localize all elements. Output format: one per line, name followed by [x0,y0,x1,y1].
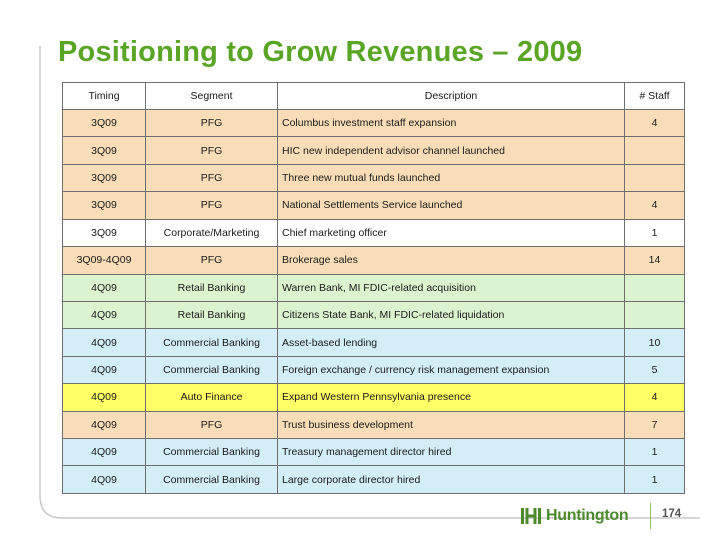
description-cell: Expand Western Pennsylvania presence [277,383,625,412]
table-body: 3Q09 PFG Columbus investment staff expansi… [62,108,685,494]
timing-cell: 4Q09 [62,465,146,494]
description-cell: Treasury management director hired [277,438,625,467]
description-cell: Large corporate director hired [277,465,625,494]
header-staff: # Staff [624,82,685,110]
description-cell: Columbus investment staff expansion [277,108,625,138]
segment-cell: Auto Finance [145,383,278,412]
description-cell: Asset-based lending [277,328,625,357]
staff-cell: 1 [624,465,685,494]
table-row: 4Q09 PFG Trust business development 7 [62,410,685,440]
timing-cell: 4Q09 [62,328,146,357]
table-row: 4Q09 Retail Banking Warren Bank, MI FDIC-r… [62,273,685,302]
staff-cell: 7 [624,410,685,440]
page-number: 174 [662,508,682,520]
segment-cell: Commercial Banking [145,465,278,494]
description-cell: Trust business development [277,410,625,440]
description-cell: National Settlements Service launched [277,191,625,220]
timing-cell: 3Q09 [62,136,146,165]
timing-cell: 4Q09 [62,438,146,467]
description-cell: Chief marketing officer [277,218,625,248]
timing-cell: 3Q09 [62,191,146,220]
table-row: 3Q09 PFG Three new mutual funds launched [62,163,685,193]
description-cell: Brokerage sales [277,246,625,275]
initiatives-table: Timing Segment Description # Staff 3Q09 P… [62,82,685,494]
staff-cell: 4 [624,108,685,138]
staff-cell [624,136,685,165]
header-description: Description [277,82,625,110]
description-cell: Foreign exchange / currency risk managem… [277,355,625,385]
staff-cell [624,163,685,193]
table-row: 3Q09 PFG Columbus investment staff expansi… [62,108,685,138]
description-cell: Three new mutual funds launched [277,163,625,193]
staff-cell [624,273,685,302]
timing-cell: 3Q09-4Q09 [62,246,146,275]
timing-cell: 4Q09 [62,410,146,440]
segment-cell: Retail Banking [145,273,278,302]
table-row: 4Q09 Commercial Banking Treasury managemen… [62,438,685,467]
staff-cell: 5 [624,355,685,385]
segment-cell: Commercial Banking [145,355,278,385]
staff-cell: 4 [624,383,685,412]
footer-divider [650,503,651,529]
header-segment: Segment [145,82,278,110]
segment-cell: Retail Banking [145,300,278,330]
segment-cell: Commercial Banking [145,328,278,357]
timing-cell: 3Q09 [62,218,146,248]
staff-cell: 10 [624,328,685,357]
table-row: 3Q09 PFG HIC new independent advisor chann… [62,136,685,165]
segment-cell: PFG [145,191,278,220]
description-cell: HIC new independent advisor channel laun… [277,136,625,165]
table-row: 4Q09 Commercial Banking Large corporate di… [62,465,685,494]
segment-cell: PFG [145,163,278,193]
description-cell: Warren Bank, MI FDIC-related acquisition [277,273,625,302]
staff-cell: 4 [624,191,685,220]
timing-cell: 3Q09 [62,108,146,138]
timing-cell: 4Q09 [62,383,146,412]
table-row: 4Q09 Retail Banking Citizens State Bank, M… [62,300,685,330]
staff-cell [624,300,685,330]
segment-cell: Commercial Banking [145,438,278,467]
timing-cell: 3Q09 [62,163,146,193]
huntington-mark-icon [521,508,541,524]
brand-name: Huntington [546,507,629,524]
segment-cell: PFG [145,136,278,165]
table-row: 4Q09 Auto Finance Expand Western Pennsylva… [62,383,685,412]
table-row: 3Q09-4Q09 PFG Brokerage sales 14 [62,246,685,275]
timing-cell: 4Q09 [62,355,146,385]
segment-cell: PFG [145,246,278,275]
timing-cell: 4Q09 [62,300,146,330]
header-timing: Timing [62,82,146,110]
staff-cell: 1 [624,438,685,467]
staff-cell: 1 [624,218,685,248]
huntington-logo: Huntington [520,503,629,529]
segment-cell: PFG [145,410,278,440]
staff-cell: 14 [624,246,685,275]
timing-cell: 4Q09 [62,273,146,302]
table-row: 3Q09 PFG National Settlements Service laun… [62,191,685,220]
table-row: 3Q09 Corporate/Marketing Chief marketing o… [62,218,685,248]
segment-cell: PFG [145,108,278,138]
table-row: 4Q09 Commercial Banking Asset-based lendin… [62,328,685,357]
table-row: 4Q09 Commercial Banking Foreign exchange /… [62,355,685,385]
slide-title: Positioning to Grow Revenues – 2009 [58,36,583,68]
segment-cell: Corporate/Marketing [145,218,278,248]
table-header-row: Timing Segment Description # Staff [62,82,685,110]
description-cell: Citizens State Bank, MI FDIC-related liq… [277,300,625,330]
